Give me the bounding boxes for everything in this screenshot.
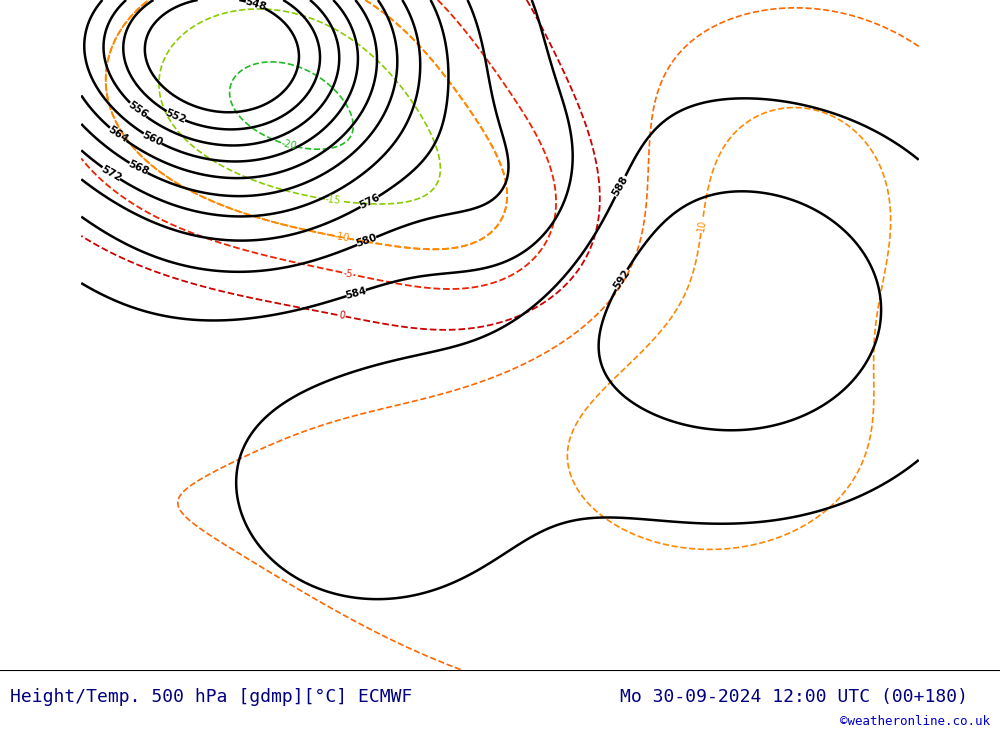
Text: -10: -10 [333, 231, 350, 243]
Text: 572: 572 [99, 163, 123, 183]
Text: 576: 576 [357, 193, 382, 211]
Text: 556: 556 [126, 100, 150, 120]
Text: 564: 564 [106, 125, 130, 144]
Text: 584: 584 [344, 285, 368, 301]
Text: 568: 568 [127, 159, 150, 177]
Text: 548: 548 [244, 0, 267, 12]
Text: ©weatheronline.co.uk: ©weatheronline.co.uk [840, 715, 990, 728]
Text: 10: 10 [696, 218, 708, 232]
Text: Height/Temp. 500 hPa [gdmp][°C] ECMWF: Height/Temp. 500 hPa [gdmp][°C] ECMWF [10, 688, 412, 706]
Text: 580: 580 [355, 232, 379, 249]
Text: -15: -15 [325, 194, 342, 206]
Text: 560: 560 [141, 130, 165, 148]
Text: -5: -5 [342, 268, 353, 279]
Text: 592: 592 [611, 268, 632, 291]
Text: 588: 588 [611, 174, 630, 198]
Text: -20: -20 [280, 139, 298, 152]
Text: Mo 30-09-2024 12:00 UTC (00+180): Mo 30-09-2024 12:00 UTC (00+180) [620, 688, 968, 706]
Text: 0: 0 [338, 310, 345, 321]
Text: 552: 552 [164, 107, 188, 125]
